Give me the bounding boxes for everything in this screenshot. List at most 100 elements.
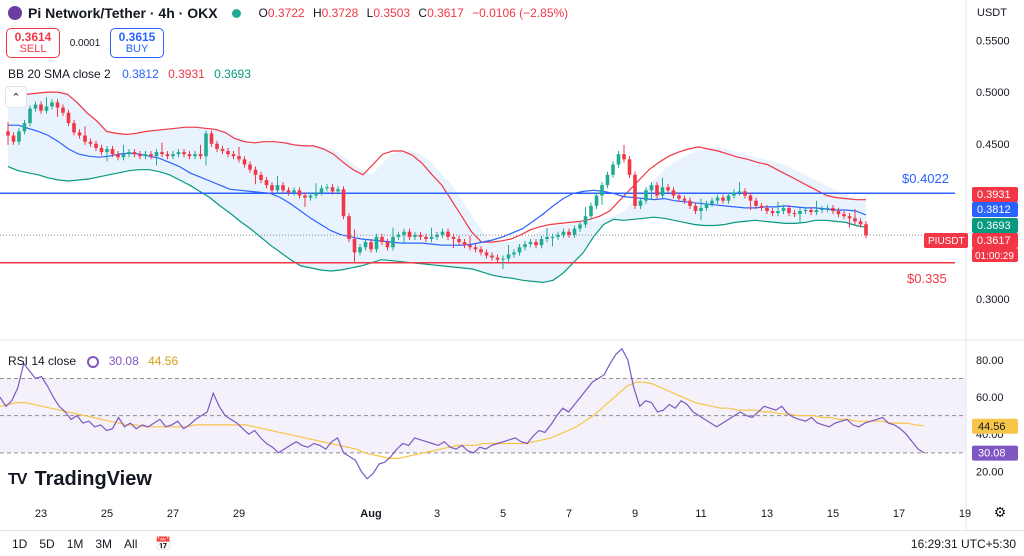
candle (523, 244, 527, 248)
candle (330, 187, 335, 192)
candle (429, 236, 434, 239)
range-all[interactable]: All (124, 536, 138, 551)
ohlc-readout: O0.3722 H0.3728 L0.3503 C0.3617 −0.0106 … (258, 6, 569, 20)
price-tag-text: 0.3693 (977, 220, 1011, 232)
candle (545, 236, 549, 239)
symbol-tag-text: PIUSDT (928, 236, 965, 247)
bb-legend[interactable]: BB 20 SMA close 2 0.3812 0.3931 0.3693 (8, 67, 251, 81)
range-1m[interactable]: 1M (66, 536, 84, 551)
candle (737, 191, 742, 193)
candle (110, 148, 115, 155)
candle (512, 252, 516, 255)
candle (732, 192, 736, 196)
candle (682, 198, 687, 201)
clock[interactable]: 16:29:31 UTC+5:30 (910, 536, 1016, 551)
candle (77, 132, 82, 136)
collapse-legend-button[interactable]: ⌃ (5, 86, 27, 108)
rsi-ma-value: 44.56 (148, 354, 179, 368)
candle (550, 236, 555, 238)
candle (435, 234, 439, 237)
candle (138, 154, 142, 157)
candle (83, 135, 87, 142)
close-value: 0.3617 (427, 6, 464, 20)
rsi-tag (972, 445, 1018, 461)
candle (99, 147, 104, 153)
rsi-tag-text: 30.08 (978, 448, 1006, 460)
candle (374, 236, 379, 250)
candle (55, 102, 60, 108)
candle (292, 190, 296, 193)
candle (6, 131, 10, 136)
candle (440, 231, 445, 235)
gear-icon[interactable]: ⚙ (993, 503, 1007, 520)
candle (391, 236, 395, 248)
candle (600, 185, 604, 196)
candle (814, 210, 819, 213)
candle (479, 249, 483, 253)
bb-legend-name: BB 20 SMA close 2 (8, 67, 111, 81)
candle (193, 154, 197, 157)
candle (407, 231, 412, 237)
candle (660, 187, 665, 196)
candle (710, 200, 714, 204)
candle (121, 154, 126, 158)
range-3m[interactable]: 3M (95, 536, 113, 551)
bb-basis-value: 0.3812 (122, 67, 159, 81)
candle (567, 231, 571, 235)
sell-label: SELL (19, 43, 47, 55)
candle (424, 236, 428, 239)
candle (677, 195, 681, 199)
candle (297, 190, 302, 196)
candle (358, 247, 362, 253)
candle (226, 151, 230, 155)
candle (501, 258, 505, 260)
rsi-axis-tick: 60.00 (976, 392, 1004, 404)
candle (633, 174, 637, 206)
rsi-value: 30.08 (108, 354, 139, 368)
brand-name: TradingView (34, 468, 152, 490)
sell-button[interactable]: 0.3614 SELL (6, 28, 60, 58)
price-tag (972, 187, 1018, 202)
buy-label: BUY (125, 43, 149, 55)
x-axis-tick: 29 (233, 508, 245, 520)
tradingview-mark-icon: TV (8, 470, 27, 488)
x-axis-tick: 15 (827, 508, 839, 520)
x-axis-tick: 11 (695, 508, 706, 520)
candle (396, 234, 401, 237)
symbol-title[interactable]: Pi Network/Tether · 4h · OKX (28, 5, 218, 21)
candle (765, 207, 769, 212)
candle (770, 211, 775, 214)
range-5d[interactable]: 5D (39, 536, 55, 551)
candle (754, 200, 758, 206)
candle (314, 192, 318, 196)
bb-lower-value: 0.3693 (214, 67, 251, 81)
candle (17, 131, 21, 142)
candle (457, 238, 461, 243)
candle (94, 143, 98, 148)
candle (781, 207, 786, 212)
candle (369, 242, 373, 250)
buy-button[interactable]: 0.3615 BUY (110, 28, 164, 58)
candle (594, 195, 599, 206)
currency-selector[interactable]: USDT (977, 7, 1007, 19)
bb-upper-line (7, 91, 866, 243)
price-axis-tick: 0.3000 (976, 294, 1010, 306)
candle (253, 169, 258, 175)
low-value: 0.3503 (373, 6, 411, 20)
calendar-icon[interactable]: 📅 (155, 535, 172, 551)
rsi-tag-text: 44.56 (978, 421, 1006, 433)
candle (561, 231, 566, 235)
tradingview-logo[interactable]: TV TradingView (8, 468, 152, 491)
price-tag-text: 0.3617 (977, 235, 1011, 247)
rsi-settings-icon[interactable] (87, 356, 100, 368)
rsi-legend[interactable]: RSI 14 close 30.08 44.56 (8, 354, 178, 368)
candle (589, 205, 593, 217)
price-tag (972, 218, 1018, 233)
range-1d[interactable]: 1D (12, 536, 28, 551)
candle (336, 189, 340, 192)
candle (721, 197, 725, 201)
price-tag-text: 0.3931 (977, 189, 1011, 201)
candle (270, 185, 274, 191)
candle (864, 224, 868, 236)
